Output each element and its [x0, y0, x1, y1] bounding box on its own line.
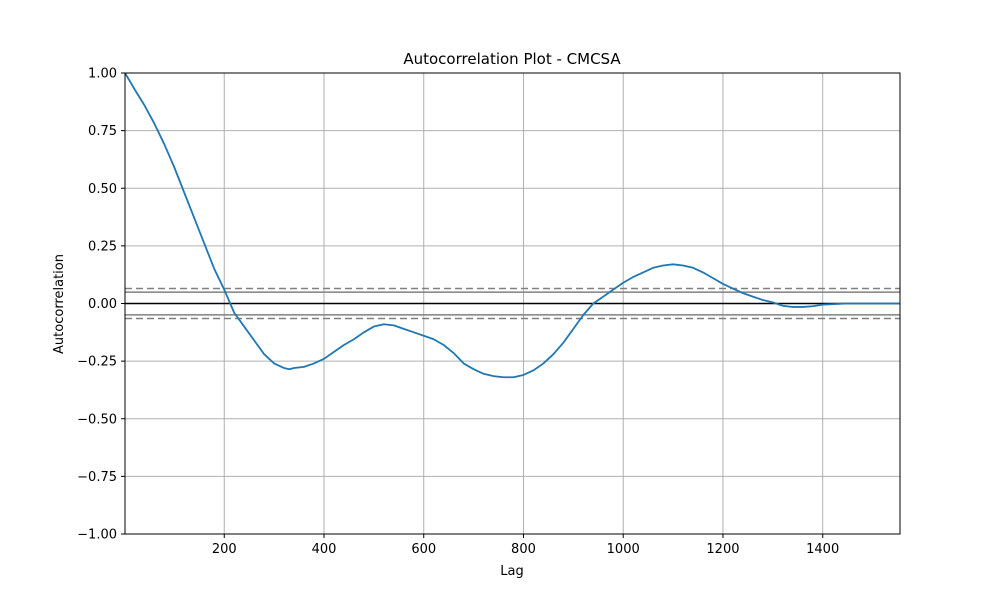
chart-title: Autocorrelation Plot - CMCSA	[403, 50, 621, 68]
y-tick-label-2: −0.50	[77, 412, 117, 427]
y-tick-label-7: 0.75	[88, 124, 117, 139]
x-tick-label-4: 1000	[607, 542, 640, 557]
x-axis-label: Lag	[500, 564, 523, 579]
y-tick-label-1: −0.75	[77, 470, 117, 485]
y-axis-ticks: −1.00 −0.75 −0.50 −0.25 0.00 0.25 0.50 0.75 1.00	[77, 67, 125, 543]
y-axis-label: Autocorrelation	[52, 254, 67, 354]
acf-series-line-0	[124, 72, 900, 379]
x-tick-label-3: 800	[511, 542, 536, 557]
y-tick-label-4: 0.00	[88, 297, 117, 312]
x-tick-label-1: 400	[312, 542, 337, 557]
y-tick-label-8: 1.00	[88, 67, 117, 82]
y-tick-label-3: −0.25	[77, 355, 117, 370]
x-tick-label-6: 1400	[806, 542, 839, 557]
confidence-bands	[125, 287, 900, 320]
y-tick-label-0: −1.00	[77, 528, 117, 543]
y-tick-label-6: 0.50	[88, 182, 117, 197]
x-axis-ticks: 200 400 600 800 1000 1200 1400	[212, 534, 839, 557]
x-tick-label-5: 1200	[706, 542, 739, 557]
y-tick-label-5: 0.25	[88, 239, 117, 254]
x-tick-label-0: 200	[212, 542, 237, 557]
x-tick-label-2: 600	[411, 542, 436, 557]
series-layer	[124, 72, 900, 379]
